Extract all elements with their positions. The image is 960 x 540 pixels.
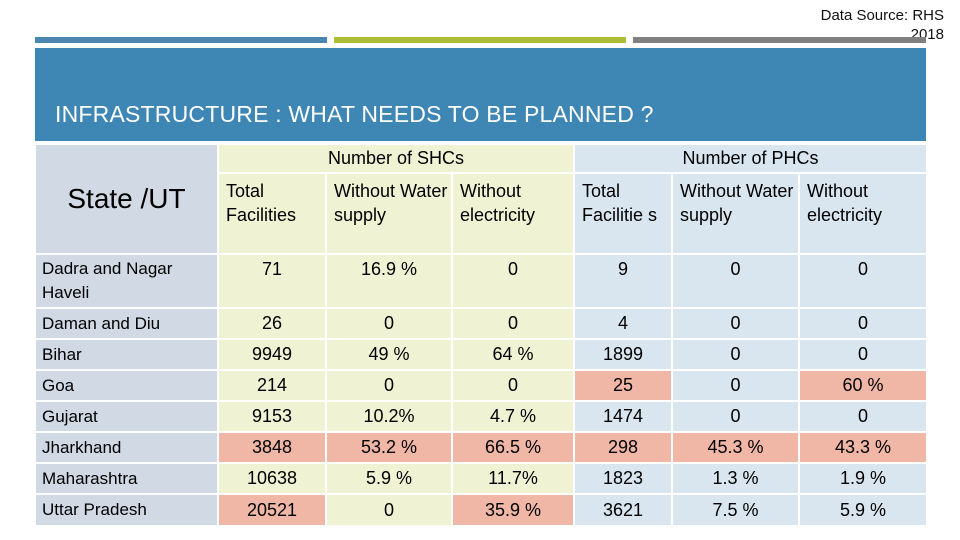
value-cell: 9	[573, 253, 673, 309]
data-source-line1: Data Source: RHS	[820, 7, 944, 24]
value-cell: 4.7 %	[451, 400, 575, 433]
value-cell-highlighted: 3848	[217, 431, 327, 464]
value-cell: 0	[325, 307, 453, 340]
state-cell: Bihar	[34, 338, 219, 371]
shc-without-water-header: Without Water supply	[325, 172, 453, 255]
value-cell: 1.9 %	[798, 462, 928, 495]
value-cell: 0	[451, 369, 575, 402]
value-cell: 0	[451, 307, 575, 340]
value-cell-highlighted: 298	[573, 431, 673, 464]
shc-total-header: Total Facilities	[217, 172, 327, 255]
state-cell: Goa	[34, 369, 219, 402]
value-cell: 0	[671, 338, 800, 371]
value-cell: 0	[671, 307, 800, 340]
value-cell: 9153	[217, 400, 327, 433]
table-row: Uttar Pradesh 20521 0 35.9 % 3621 7.5 % …	[34, 493, 928, 527]
shc-without-electricity-header: Without electricity	[451, 172, 575, 255]
state-cell: Jharkhand	[34, 431, 219, 464]
state-ut-header: State /UT	[34, 143, 219, 255]
value-cell-highlighted: 20521	[217, 493, 327, 527]
value-cell-highlighted: 53.2 %	[325, 431, 453, 464]
table-column-header-row: Total Facilities Without Water supply Wi…	[35, 172, 928, 255]
state-cell: Dadra and Nagar Haveli	[34, 253, 219, 309]
value-cell-highlighted: 25	[573, 369, 673, 402]
value-cell: 0	[451, 253, 575, 309]
value-cell: 10.2%	[325, 400, 453, 433]
value-cell: 1899	[573, 338, 673, 371]
value-cell: 1823	[573, 462, 673, 495]
value-cell: 5.9 %	[325, 462, 453, 495]
value-cell-highlighted: 45.3 %	[671, 431, 800, 464]
value-cell: 0	[671, 369, 800, 402]
value-cell: 1.3 %	[671, 462, 800, 495]
value-cell-highlighted: 35.9 %	[451, 493, 575, 527]
value-cell-highlighted: 43.3 %	[798, 431, 928, 464]
value-cell: 16.9 %	[325, 253, 453, 309]
phc-without-water-header: Without Water supply	[671, 172, 800, 255]
value-cell: 10638	[217, 462, 327, 495]
value-cell: 0	[798, 307, 928, 340]
value-cell: 1474	[573, 400, 673, 433]
accent-bar-gray	[633, 37, 926, 43]
table-row: Maharashtra 10638 5.9 % 11.7% 1823 1.3 %…	[34, 462, 928, 495]
value-cell-highlighted: 66.5 %	[451, 431, 575, 464]
value-cell: 0	[798, 338, 928, 371]
value-cell: 3621	[573, 493, 673, 527]
value-cell: 214	[217, 369, 327, 402]
table-row: Gujarat 9153 10.2% 4.7 % 1474 0 0	[34, 400, 928, 433]
value-cell: 71	[217, 253, 327, 309]
value-cell: 0	[798, 253, 928, 309]
state-cell: Daman and Diu	[34, 307, 219, 340]
value-cell: 0	[325, 369, 453, 402]
phc-without-electricity-header: Without electricity	[798, 172, 928, 255]
phc-total-header: Total Facilitie s	[573, 172, 673, 255]
table-group-header-row: State /UT Number of SHCs Number of PHCs	[34, 143, 928, 255]
value-cell: 11.7%	[451, 462, 575, 495]
accent-bar-green	[334, 37, 626, 43]
infrastructure-table: State /UT Number of SHCs Number of PHCs …	[34, 143, 928, 527]
value-cell: 4	[573, 307, 673, 340]
value-cell: 0	[798, 400, 928, 433]
value-cell: 49 %	[325, 338, 453, 371]
state-cell: Gujarat	[34, 400, 219, 433]
value-cell: 0	[325, 493, 453, 527]
data-source-note: Data Source: RHS 2018	[821, 6, 944, 44]
title-banner: INFRASTRUCTURE : WHAT NEEDS TO BE PLANNE…	[35, 48, 926, 141]
value-cell: 9949	[217, 338, 327, 371]
table-row: Goa 214 0 0 25 0 60 %	[34, 369, 928, 402]
phc-group-header: Number of PHCs	[573, 143, 928, 174]
table-row: Bihar 9949 49 % 64 % 1899 0 0	[34, 338, 928, 371]
state-cell: Uttar Pradesh	[34, 493, 219, 527]
table-row: Dadra and Nagar Haveli 71 16.9 % 0 9 0 0	[34, 253, 928, 309]
value-cell: 7.5 %	[671, 493, 800, 527]
value-cell: 0	[671, 253, 800, 309]
table-row: Daman and Diu 26 0 0 4 0 0	[34, 307, 928, 340]
accent-bar-blue	[35, 37, 327, 43]
shc-group-header: Number of SHCs	[217, 143, 575, 174]
table-row: Jharkhand 3848 53.2 % 66.5 % 298 45.3 % …	[34, 431, 928, 464]
page-title: INFRASTRUCTURE : WHAT NEEDS TO BE PLANNE…	[55, 101, 654, 127]
accent-bars	[35, 37, 926, 43]
value-cell: 26	[217, 307, 327, 340]
value-cell: 0	[671, 400, 800, 433]
value-cell: 5.9 %	[798, 493, 928, 527]
value-cell: 64 %	[451, 338, 575, 371]
state-cell: Maharashtra	[34, 462, 219, 495]
value-cell-highlighted: 60 %	[798, 369, 928, 402]
